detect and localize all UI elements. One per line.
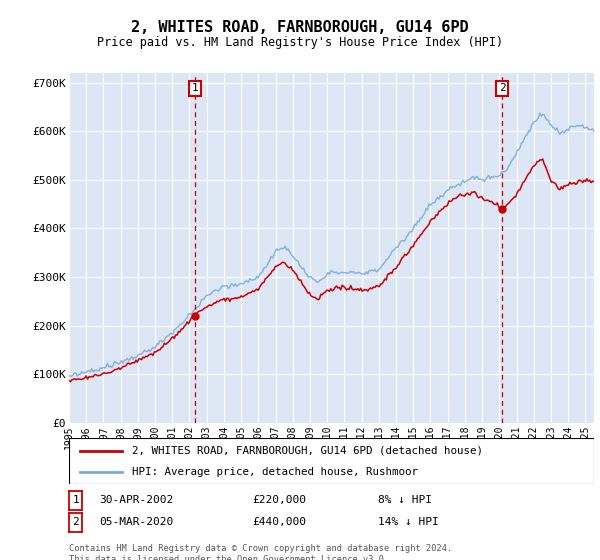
Text: 05-MAR-2020: 05-MAR-2020	[99, 517, 173, 528]
Text: Contains HM Land Registry data © Crown copyright and database right 2024.
This d: Contains HM Land Registry data © Crown c…	[69, 544, 452, 560]
Text: Price paid vs. HM Land Registry's House Price Index (HPI): Price paid vs. HM Land Registry's House …	[97, 36, 503, 49]
Text: 2: 2	[499, 83, 506, 94]
Text: £220,000: £220,000	[252, 495, 306, 505]
Text: 2, WHITES ROAD, FARNBOROUGH, GU14 6PD: 2, WHITES ROAD, FARNBOROUGH, GU14 6PD	[131, 20, 469, 35]
Text: 2, WHITES ROAD, FARNBOROUGH, GU14 6PD (detached house): 2, WHITES ROAD, FARNBOROUGH, GU14 6PD (d…	[132, 446, 483, 456]
Text: 2: 2	[72, 517, 79, 528]
Text: HPI: Average price, detached house, Rushmoor: HPI: Average price, detached house, Rush…	[132, 467, 418, 477]
Text: 30-APR-2002: 30-APR-2002	[99, 495, 173, 505]
Text: 14% ↓ HPI: 14% ↓ HPI	[378, 517, 439, 528]
Text: 8% ↓ HPI: 8% ↓ HPI	[378, 495, 432, 505]
FancyBboxPatch shape	[69, 438, 594, 484]
Text: £440,000: £440,000	[252, 517, 306, 528]
Text: 1: 1	[192, 83, 199, 94]
Text: 1: 1	[72, 495, 79, 505]
